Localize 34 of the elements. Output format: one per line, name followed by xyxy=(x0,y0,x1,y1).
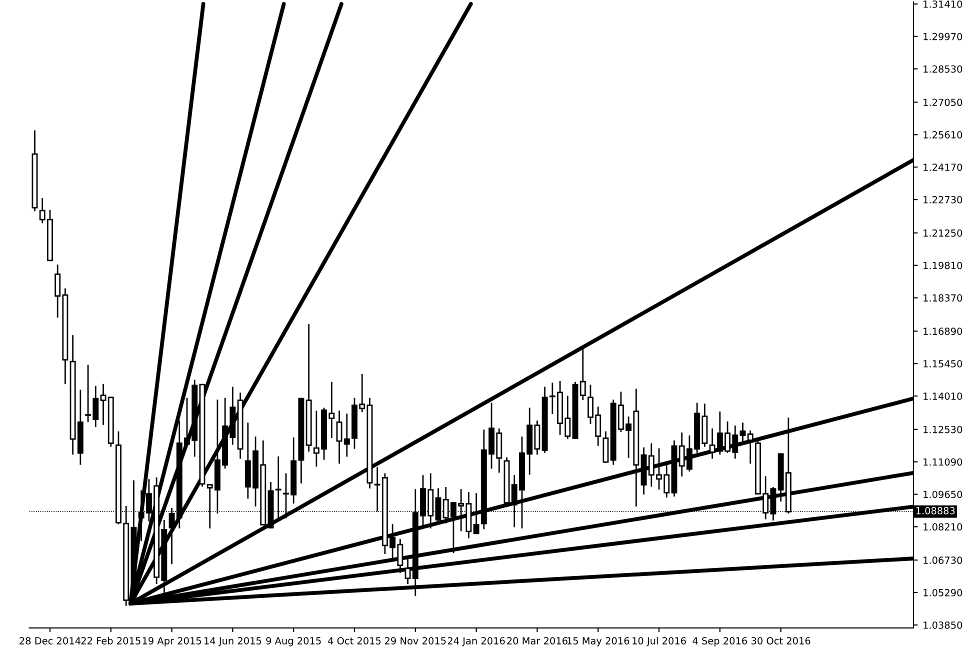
y-tick-label: 1.12530 xyxy=(924,426,962,434)
y-tick-label: 1.18370 xyxy=(924,294,962,302)
y-tick-label: 1.24170 xyxy=(924,164,962,171)
y-tick-label: 1.06730 xyxy=(924,556,962,564)
y-tick-label: 1.03850 xyxy=(924,621,962,629)
y-tick-label: 1.08210 xyxy=(924,523,962,531)
y-tick-label: 1.22730 xyxy=(924,196,962,204)
x-tick-label: 29 Nov 2015 xyxy=(384,637,446,644)
y-tick-label: 1.28530 xyxy=(924,65,962,73)
x-tick-label: 4 Sep 2016 xyxy=(692,637,748,646)
x-tick-label: 4 Oct 2015 xyxy=(328,637,381,644)
y-tick-label: 1.16890 xyxy=(924,328,962,335)
x-tick-label: 22 Feb 2015 xyxy=(81,636,140,644)
y-tick-label: 1.29970 xyxy=(924,32,962,40)
x-tick-label: 9 Aug 2015 xyxy=(266,637,321,646)
x-tick-label: 28 Dec 2014 xyxy=(20,637,80,644)
y-tick-label: 1.14010 xyxy=(924,392,962,400)
x-tick-label: 10 Jul 2016 xyxy=(632,636,686,646)
ref-line-label: 1.08883 xyxy=(916,507,955,514)
y-tick-label: 1.27050 xyxy=(924,98,962,106)
x-tick-label: 24 Jan 2016 xyxy=(448,637,505,646)
y-tick-label: 1.19810 xyxy=(924,262,962,270)
y-tick-label: 1.25610 xyxy=(924,131,962,138)
x-tick-label: 14 Jun 2015 xyxy=(204,637,262,646)
x-tick-label: 15 May 2016 xyxy=(567,637,630,646)
x-tick-label: 20 Mar 2016 xyxy=(507,637,568,644)
y-tick-label: 1.21250 xyxy=(924,229,962,237)
x-tick-label: 30 Oct 2016 xyxy=(752,637,810,644)
x-tick-label: 19 Apr 2015 xyxy=(142,637,201,646)
y-tick-label: 1.09650 xyxy=(924,490,962,498)
y-tick-label: 1.11090 xyxy=(924,458,962,466)
y-tick-label: 1.15450 xyxy=(924,360,962,368)
y-tick-label: 1.31410 xyxy=(924,0,962,8)
y-tick-label: 1.05290 xyxy=(924,589,962,596)
